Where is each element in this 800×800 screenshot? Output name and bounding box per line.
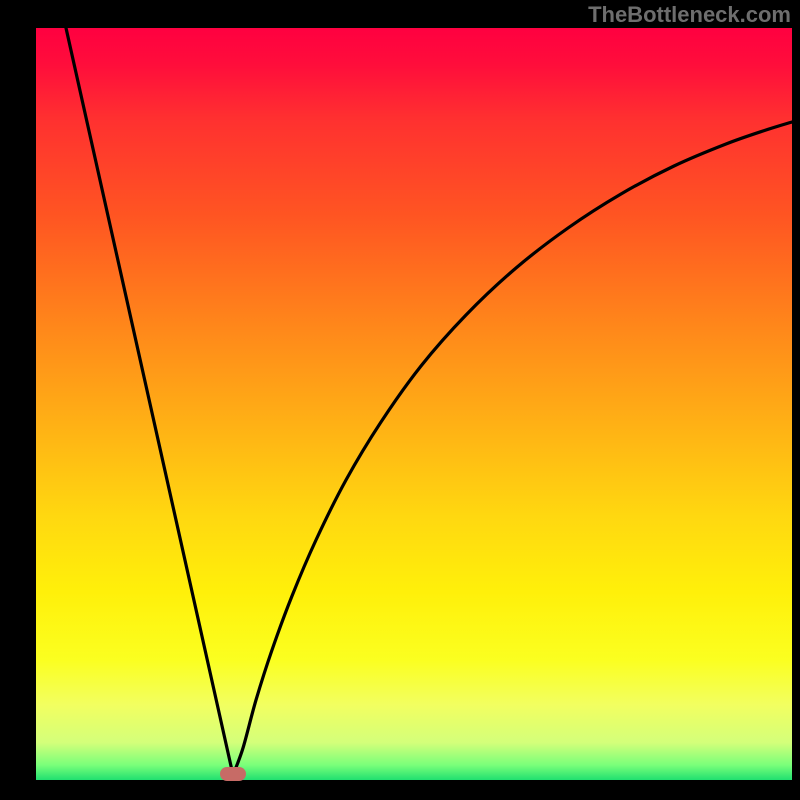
curve-layer (0, 0, 800, 800)
optimum-marker (220, 767, 246, 781)
watermark-text: TheBottleneck.com (588, 2, 791, 28)
chart-frame: TheBottleneck.com (0, 0, 800, 800)
bottleneck-curve (66, 28, 792, 775)
